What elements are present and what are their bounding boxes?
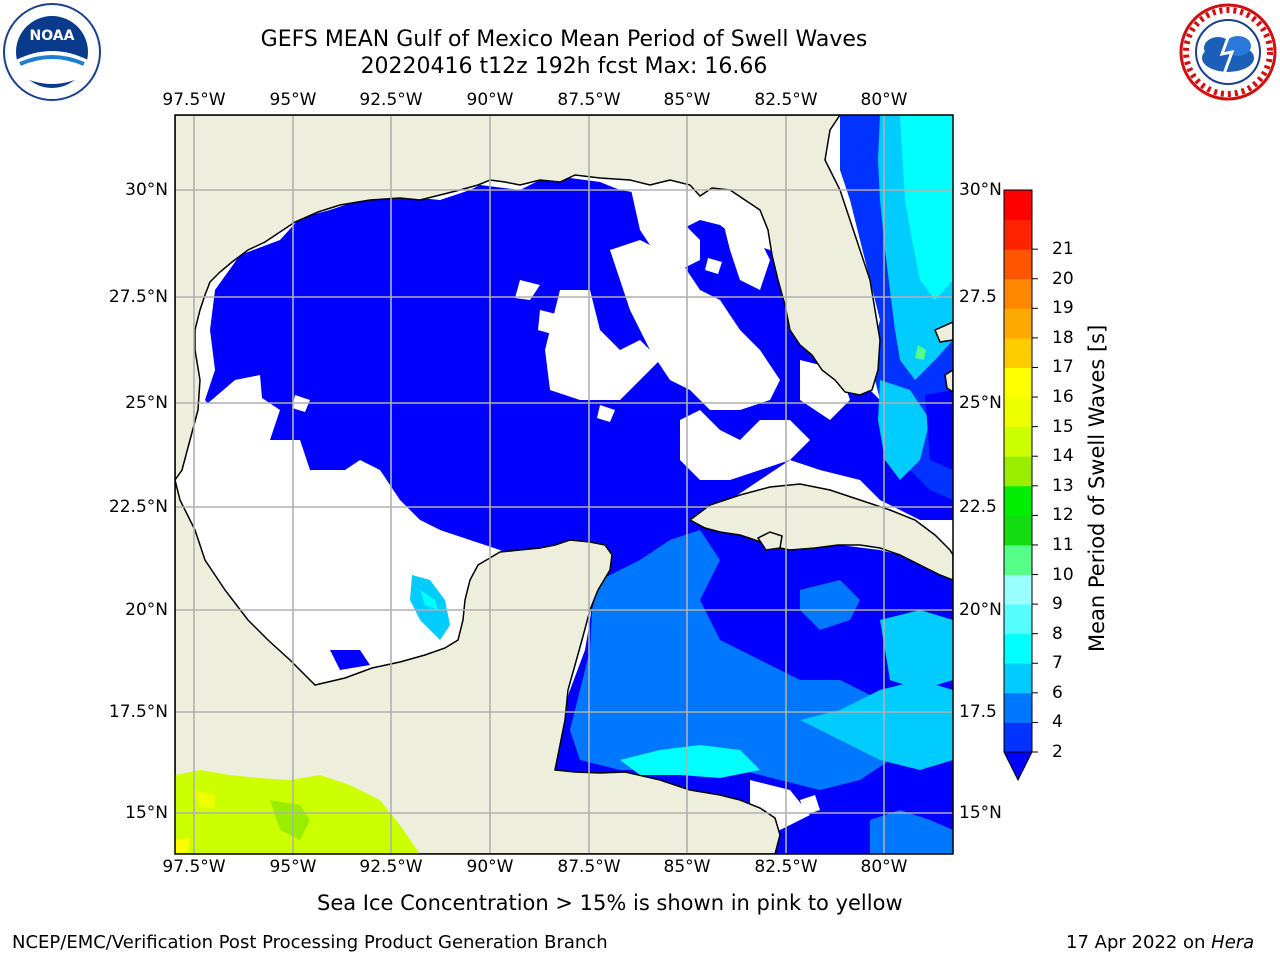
lat-label-right: 27.5	[959, 287, 997, 307]
lon-label-top: 82.5°W	[754, 90, 818, 110]
colorbar-segment	[1004, 722, 1032, 753]
swell-field-atlantic	[840, 115, 953, 500]
colorbar-tick-label: 4	[1052, 712, 1063, 733]
colorbar-tick-label: 14	[1052, 446, 1074, 467]
colorbar-segment	[1004, 692, 1032, 723]
colorbar-tick-label: 7	[1052, 653, 1063, 674]
sea-ice-note: Sea Ice Concentration > 15% is shown in …	[317, 891, 903, 915]
pacific-swell	[175, 770, 420, 854]
lat-label-left: 17.5°N	[108, 702, 168, 722]
lon-label-top: 80°W	[860, 90, 908, 110]
map-frame	[174, 114, 954, 855]
noaa-logo: NOAA	[2, 2, 102, 102]
lon-label-bottom: 80°W	[860, 857, 908, 877]
lat-label-right: 30°N	[959, 180, 1002, 200]
footer-date: 17 Apr 2022 on Hera	[1066, 932, 1254, 954]
colorbar-tick-label: 15	[1052, 416, 1074, 437]
lat-label-left: 27.5°N	[108, 287, 168, 307]
lat-label-left: 30°N	[125, 180, 168, 200]
lon-label-top: 97.5°W	[162, 90, 226, 110]
lat-label-right: 15°N	[959, 803, 1002, 823]
lat-label-right: 25°N	[959, 393, 1002, 413]
lat-label-left: 20°N	[125, 600, 168, 620]
colorbar-tick-label: 16	[1052, 387, 1074, 408]
colorbar-frame	[1003, 189, 1033, 753]
colorbar-segment	[1004, 249, 1032, 280]
colorbar-segment	[1004, 190, 1032, 221]
colorbar-segment	[1004, 219, 1032, 250]
chart-subtitle: 20220416 t12z 192h fcst Max: 16.66	[360, 54, 768, 79]
colorbar-segment	[1004, 426, 1032, 457]
lon-label-bottom: 95°W	[269, 857, 317, 877]
lon-label-bottom: 92.5°W	[359, 857, 423, 877]
lon-label-top: 87.5°W	[557, 90, 621, 110]
colorbar-tick-label: 10	[1052, 564, 1074, 585]
colorbar-label: Mean Period of Swell Waves [s]	[1085, 324, 1109, 652]
lon-label-bottom: 90°W	[466, 857, 514, 877]
colorbar-segment	[1004, 485, 1032, 516]
colorbar-segment	[1004, 308, 1032, 339]
colorbar-segment	[1004, 515, 1032, 546]
swell-field-caribbean	[410, 520, 953, 854]
colorbar-tick-label: 17	[1052, 357, 1074, 378]
colorbar-segment	[1004, 633, 1032, 664]
colorbar-tick-label: 13	[1052, 475, 1074, 496]
colorbar-tick-label: 2	[1052, 742, 1063, 762]
lat-label-right: 17.5	[959, 702, 997, 722]
lat-label-right: 20°N	[959, 600, 1002, 620]
lon-label-top: 95°W	[269, 90, 317, 110]
colorbar-tick-label: 8	[1052, 623, 1063, 644]
lon-label-bottom: 85°W	[663, 857, 711, 877]
footer-machine: Hera	[1211, 932, 1255, 953]
lon-label-top: 92.5°W	[359, 90, 423, 110]
lat-label-right: 22.5	[959, 497, 997, 517]
land-masses	[175, 115, 953, 854]
svg-text:NOAA: NOAA	[30, 28, 75, 44]
footer-date-text: 17 Apr 2022 on	[1066, 932, 1212, 953]
colorbar-segment	[1004, 544, 1032, 576]
colorbar-segment	[1004, 604, 1032, 635]
colorbar-tick-label: 12	[1052, 505, 1074, 526]
lat-label-left: 22.5°N	[108, 497, 168, 517]
footer-credit: NCEP/EMC/Verification Post Processing Pr…	[12, 932, 608, 953]
colorbar-tick-label: 6	[1052, 682, 1063, 703]
colorbar-segment	[1004, 367, 1032, 398]
lat-label-left: 15°N	[125, 803, 168, 823]
colorbar-segment	[1004, 456, 1032, 487]
colorbar-tick-label: 11	[1052, 534, 1074, 555]
colorbar	[1003, 189, 1038, 782]
lon-label-bottom: 82.5°W	[754, 857, 818, 877]
colorbar-tick-label: 19	[1052, 298, 1074, 319]
colorbar-tick-label: 18	[1052, 327, 1074, 348]
colorbar-segment	[1004, 574, 1032, 605]
colorbar-tick-label: 9	[1052, 594, 1063, 615]
lon-label-top: 90°W	[466, 90, 514, 110]
colorbar-segment	[1004, 397, 1032, 428]
lon-label-bottom: 97.5°W	[162, 857, 226, 877]
map-gridlines	[175, 115, 953, 854]
colorbar-tick-label: 21	[1052, 239, 1074, 260]
lon-label-top: 85°W	[663, 90, 711, 110]
nws-logo	[1178, 2, 1278, 102]
colorbar-under-arrow	[1003, 751, 1033, 782]
colorbar-segment	[1004, 278, 1032, 309]
colorbar-segment	[1004, 337, 1032, 368]
chart-title: GEFS MEAN Gulf of Mexico Mean Period of …	[260, 27, 868, 52]
colorbar-tick-label: 20	[1052, 268, 1074, 289]
lon-label-bottom: 87.5°W	[557, 857, 621, 877]
lat-label-left: 25°N	[125, 393, 168, 413]
colorbar-segment	[1004, 663, 1032, 694]
swell-field-2-4s	[190, 178, 953, 670]
